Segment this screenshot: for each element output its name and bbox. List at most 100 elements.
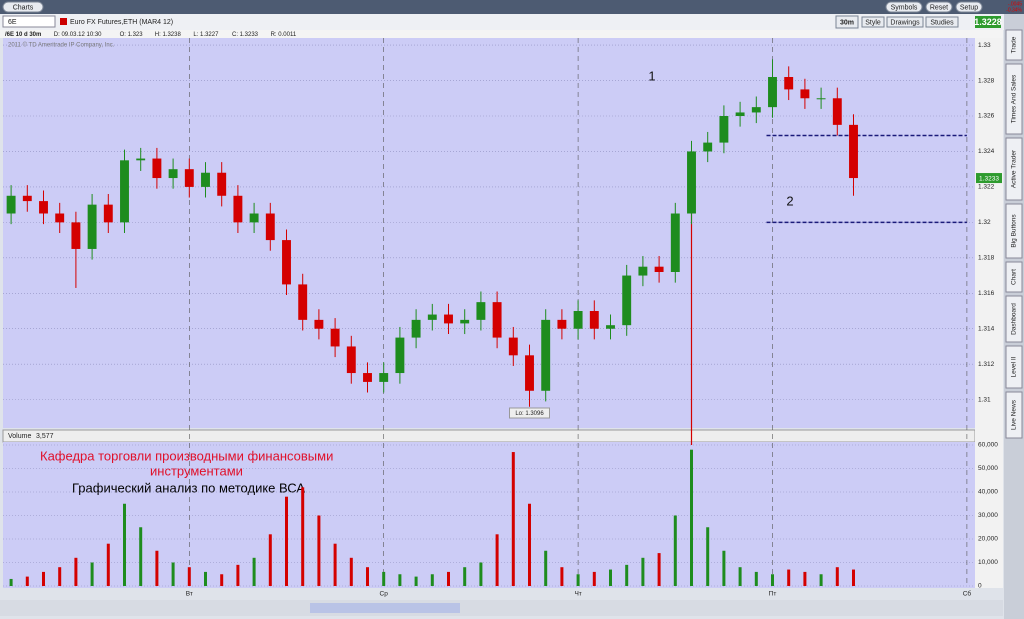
info-item: H: 1.3238 [155, 32, 182, 38]
volume-bar [139, 527, 143, 586]
candle-body [476, 302, 486, 320]
volume-bar [187, 567, 191, 586]
tool-button[interactable] [886, 16, 924, 28]
candle-body [201, 172, 210, 187]
symbol-icon [60, 18, 67, 25]
annotation-title-1: Кафедра торговли производными финансовым… [40, 448, 333, 463]
lo-label: Lo: 1.3096 [515, 411, 544, 417]
candle-body [525, 355, 534, 391]
volume-bar [625, 564, 629, 586]
volume-bar [9, 578, 13, 586]
side-tab[interactable] [1005, 137, 1023, 201]
y-tick-label: 1.32 [978, 219, 991, 226]
candle-body [265, 213, 275, 241]
candle-body [800, 89, 810, 99]
volume-bar [544, 550, 548, 586]
toolbar-button-label: Reset [930, 4, 948, 11]
candle-body [217, 172, 227, 196]
volume-bar [479, 562, 483, 586]
candle-body [654, 266, 664, 272]
candle-body [670, 213, 680, 272]
volume-bar [754, 571, 758, 586]
toolbar-button-label: Setup [960, 4, 978, 11]
change: -.0045 [1008, 1, 1022, 7]
info-item: /6E 10 d 30m [5, 32, 41, 38]
info-item: D: 09.03.12 10:30 [54, 32, 102, 38]
y-tick-label: 1.322 [978, 184, 995, 191]
candle-body [314, 319, 324, 329]
candle-body [719, 116, 729, 143]
candle-body [784, 77, 794, 90]
candle-body [444, 314, 453, 324]
side-tab[interactable] [1005, 203, 1023, 259]
scrollbar [0, 600, 1003, 616]
candle-body [735, 112, 745, 116]
toolbar-button-label: Symbols [891, 4, 918, 11]
side-tab[interactable] [1005, 295, 1023, 343]
candle-body [168, 169, 178, 179]
y-tick-label: 1.33 [978, 42, 991, 49]
side-tab[interactable] [1005, 345, 1023, 389]
side-tab[interactable] [1005, 63, 1023, 135]
side-tab[interactable] [1005, 29, 1023, 61]
y-tick-label: 10,000 [978, 559, 998, 566]
annotation-subtitle: Графический анализ по методике ВСА [72, 480, 305, 495]
last-price-box [975, 16, 1001, 28]
candle-body [136, 158, 146, 161]
symbol-input[interactable] [2, 15, 56, 28]
volume-bar [609, 569, 612, 586]
candle-body [751, 107, 761, 113]
volume-bar [252, 557, 256, 586]
volume-bar [301, 487, 305, 586]
candle-body [87, 204, 97, 249]
volume-bar [738, 567, 742, 586]
y-tick-label: 1.312 [978, 361, 995, 368]
copyright: 2011 © TD Ameritrade IP Company, Inc. [8, 42, 115, 49]
volume-bar [706, 527, 710, 586]
candle-body [233, 195, 243, 223]
candle-body [638, 266, 648, 276]
point-label: 1 [648, 68, 655, 83]
charts-tab[interactable] [2, 1, 44, 13]
side-tab[interactable] [1005, 261, 1023, 293]
toolbar-button[interactable] [925, 1, 953, 13]
volume-bar [123, 503, 126, 586]
candle-body [687, 151, 696, 214]
x-tick-label: Ср [380, 591, 389, 598]
info-item: L: 1.3227 [193, 32, 219, 38]
info-item: C: 1.3233 [232, 32, 259, 38]
tool-button[interactable] [861, 16, 885, 28]
volume-bar [204, 571, 207, 586]
annotation-title-2: инструментами [150, 463, 243, 478]
candle-body [6, 195, 16, 214]
volume-bar [430, 574, 434, 586]
toolbar-button[interactable] [885, 1, 923, 13]
volume-bar [463, 567, 467, 586]
volume-bar [447, 571, 450, 586]
charts-tab-label: Charts [13, 4, 34, 11]
candle-body [492, 302, 502, 338]
volume-bar [673, 515, 677, 586]
volume-bar [819, 574, 823, 586]
y-tick-label: 1.326 [978, 113, 995, 120]
volume-bar [803, 571, 807, 586]
volume-bar [835, 567, 839, 586]
volume-bar [333, 543, 337, 586]
candle-body [55, 213, 65, 223]
candle-body [346, 346, 356, 374]
candle-body [557, 319, 567, 329]
side-tab-label: Level II [1011, 356, 1018, 377]
y-tick-label: 1.328 [978, 77, 995, 84]
volume-bar [657, 553, 661, 586]
candle-body [120, 160, 129, 223]
candle-body [249, 213, 259, 223]
side-tab[interactable] [1005, 391, 1023, 439]
x-tick-label: Сб [963, 590, 972, 598]
candle-body [298, 284, 308, 320]
toolbar-button[interactable] [955, 1, 983, 13]
scroll-thumb[interactable] [310, 603, 460, 613]
volume-bar [42, 571, 45, 586]
tool-button[interactable] [925, 16, 959, 28]
timeframe-button[interactable] [835, 15, 859, 29]
y-tick-label: 1.314 [978, 325, 995, 332]
